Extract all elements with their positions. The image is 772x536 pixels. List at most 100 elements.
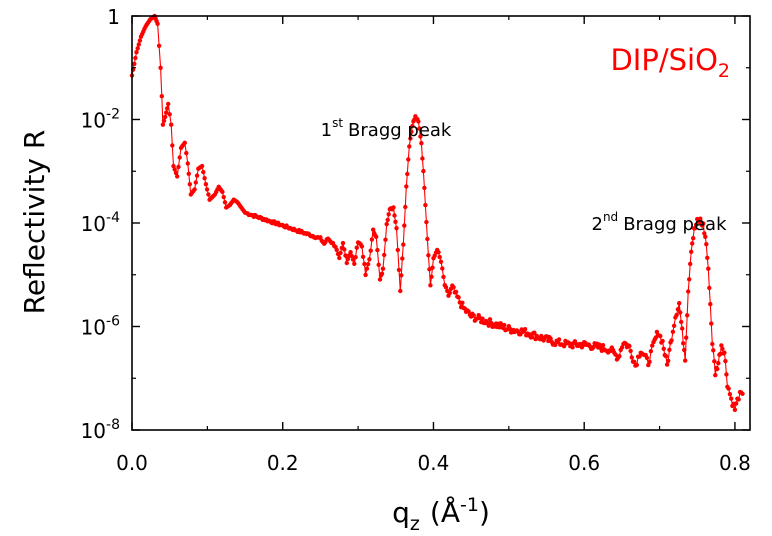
data-point	[407, 144, 412, 149]
data-point	[722, 350, 727, 355]
data-point	[487, 317, 493, 322]
data-point	[398, 288, 403, 294]
x-tick-label: 0.6	[568, 451, 600, 475]
data-point	[507, 326, 513, 331]
data-point	[679, 319, 684, 325]
data-point	[164, 110, 169, 115]
data-point	[646, 362, 651, 368]
data-point	[379, 271, 385, 276]
data-point	[364, 266, 370, 271]
data-point	[686, 289, 691, 294]
data-point	[682, 347, 687, 353]
data-point	[385, 217, 390, 223]
data-point	[710, 341, 715, 347]
data-point	[221, 194, 226, 200]
data-point	[705, 255, 710, 260]
data-point	[171, 163, 176, 169]
data-point	[732, 407, 738, 412]
data-point	[194, 173, 200, 178]
data-point	[480, 316, 485, 321]
data-point	[426, 253, 431, 258]
data-point	[661, 346, 666, 351]
data-point	[362, 261, 367, 267]
data-point	[529, 335, 535, 340]
data-point	[345, 256, 351, 261]
data-point	[396, 267, 402, 273]
data-point	[135, 46, 140, 51]
data-point	[394, 226, 399, 231]
data-point	[687, 277, 692, 282]
data-point	[451, 285, 456, 290]
data-point	[173, 170, 179, 176]
data-point	[644, 355, 650, 361]
data-point	[681, 341, 686, 346]
y-tick-label: 10-4	[81, 210, 121, 236]
data-point	[712, 359, 717, 364]
data-point	[425, 236, 430, 242]
data-point	[702, 231, 707, 236]
data-point	[711, 348, 716, 353]
data-point	[663, 354, 669, 359]
data-point	[165, 106, 170, 111]
data-point	[453, 289, 459, 295]
x-tick-label: 0.0	[116, 451, 148, 475]
data-point	[627, 343, 632, 349]
data-point	[137, 38, 143, 43]
data-point	[206, 192, 211, 197]
y-axis-title: Reflectivity R	[18, 130, 51, 315]
data-point	[136, 42, 141, 47]
data-point	[185, 161, 190, 166]
data-point	[723, 358, 728, 364]
data-point	[706, 266, 711, 271]
x-axis-title: qz (Å-1)	[392, 494, 490, 535]
x-tick-label: 0.2	[267, 451, 299, 475]
data-point	[344, 260, 349, 266]
data-point	[690, 241, 695, 246]
data-point	[177, 155, 182, 160]
data-point	[698, 216, 703, 221]
data-point	[172, 167, 177, 172]
data-point	[371, 227, 376, 232]
data-point	[416, 119, 421, 124]
data-point	[418, 134, 423, 139]
data-point	[158, 65, 163, 71]
data-point	[343, 253, 348, 258]
data-point	[368, 248, 373, 253]
data-point	[441, 274, 446, 280]
data-point	[466, 309, 471, 314]
data-point	[348, 250, 353, 255]
data-point	[220, 189, 225, 195]
data-point	[338, 250, 343, 256]
y-ticks: 1 10-2 10-4 10-6 10-8	[81, 5, 750, 443]
data-point	[570, 345, 575, 350]
data-point	[647, 359, 652, 364]
data-point	[703, 234, 708, 239]
data-point	[716, 360, 721, 366]
data-point	[170, 143, 175, 148]
data-point	[401, 242, 406, 247]
data-point	[334, 247, 339, 253]
first-bragg-peak-label: 1st Bragg peak	[321, 116, 452, 141]
data-point	[736, 397, 741, 402]
data-point	[406, 157, 411, 162]
data-point	[654, 329, 660, 335]
data-point	[134, 50, 139, 55]
data-point	[438, 259, 444, 264]
data-point	[203, 182, 209, 187]
data-point	[674, 312, 679, 318]
data-point	[163, 114, 168, 120]
data-point	[429, 274, 434, 279]
data-point	[176, 164, 181, 170]
data-point	[204, 187, 210, 192]
data-point	[726, 386, 731, 391]
data-point	[720, 346, 725, 351]
data-point	[701, 221, 706, 226]
data-point	[155, 21, 160, 26]
data-point	[384, 221, 389, 227]
data-point	[363, 272, 368, 278]
data-point	[422, 185, 427, 191]
data-point	[186, 171, 191, 176]
data-point	[376, 262, 381, 267]
data-point	[369, 237, 375, 242]
data-point	[522, 327, 528, 332]
